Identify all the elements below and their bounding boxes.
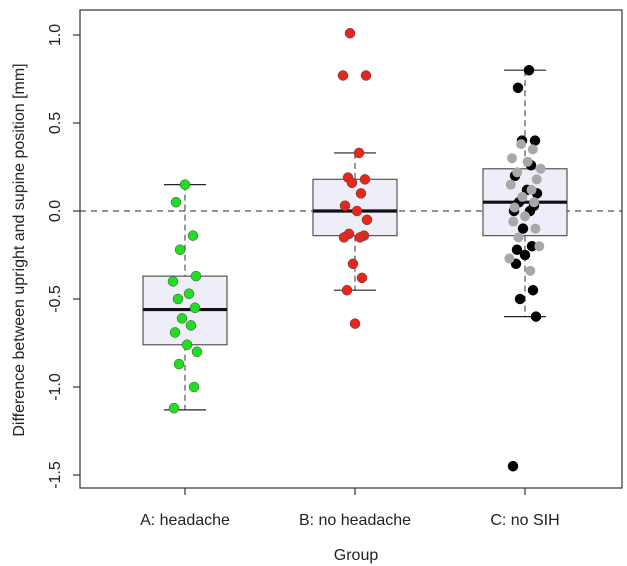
data-point [354, 232, 366, 243]
data-point [529, 135, 541, 146]
data-point [190, 270, 202, 282]
data-point [189, 302, 201, 314]
y-tick-label: 0.5 [47, 112, 64, 134]
y-tick-label: -1.5 [47, 461, 64, 489]
data-point [188, 381, 200, 393]
data-point [179, 179, 191, 190]
points-layer [167, 27, 546, 472]
data-point [527, 284, 539, 296]
y-tick-label: 1.0 [47, 24, 64, 46]
data-point [344, 27, 356, 39]
data-point [176, 313, 188, 324]
data-point [520, 211, 530, 222]
data-point [508, 216, 519, 227]
data-point [353, 147, 365, 159]
data-point [360, 70, 372, 81]
data-point [529, 197, 540, 208]
plot-frame [79, 9, 623, 489]
data-point [191, 346, 203, 358]
y-tick-label: -0.5 [47, 285, 64, 313]
data-point [530, 311, 542, 322]
data-point [527, 144, 538, 155]
data-point [167, 276, 179, 287]
boxes-layer [142, 69, 568, 411]
data-point [525, 265, 536, 276]
data-point [347, 258, 359, 270]
data-point [509, 202, 520, 213]
data-point [507, 153, 517, 164]
data-point [526, 184, 537, 195]
data-point [512, 82, 524, 94]
data-point [356, 272, 368, 284]
data-point [516, 139, 527, 150]
y-axis-title: Difference between upright and supine po… [11, 63, 28, 436]
data-point [351, 205, 363, 217]
data-point [172, 293, 184, 305]
data-point [511, 244, 523, 255]
data-point [519, 249, 531, 261]
data-point [522, 156, 533, 167]
data-point [173, 358, 185, 370]
data-point [169, 327, 181, 338]
x-tick-label: C: no SIH [490, 512, 559, 529]
y-tick-label: 0.0 [47, 200, 64, 222]
y-tick-label: -1.0 [47, 373, 64, 401]
data-point [341, 284, 353, 296]
data-point [507, 460, 519, 472]
data-point [338, 232, 350, 243]
data-point [183, 288, 195, 299]
box-group-b [312, 152, 398, 291]
data-point [535, 163, 546, 174]
data-point [517, 223, 529, 234]
data-point [349, 318, 361, 329]
data-point [168, 402, 180, 414]
axes-layer: 1.0 0.5 0.0 -0.5 -1.0 -1.5 A: headache B: no he… [47, 9, 623, 529]
data-point [346, 177, 358, 189]
data-point [530, 223, 541, 234]
data-point [523, 64, 535, 76]
data-point [534, 241, 545, 252]
data-point [505, 179, 516, 190]
x-tick-label: A: headache [140, 512, 230, 529]
data-point [185, 320, 197, 331]
data-point [355, 188, 367, 199]
x-tick-label: B: no headache [299, 512, 411, 529]
data-point [531, 174, 542, 185]
x-axis-title: Group [334, 547, 379, 564]
data-point [181, 339, 193, 351]
data-point [339, 200, 351, 211]
data-point [187, 230, 199, 241]
data-point [513, 232, 524, 243]
data-point [337, 70, 349, 81]
data-point [514, 293, 526, 305]
data-point [359, 174, 371, 185]
data-point [174, 244, 186, 255]
data-point [504, 253, 515, 264]
box-group-a [142, 184, 228, 411]
data-point [361, 214, 373, 226]
data-point [517, 191, 528, 202]
data-point [512, 167, 523, 178]
data-point [170, 196, 182, 208]
